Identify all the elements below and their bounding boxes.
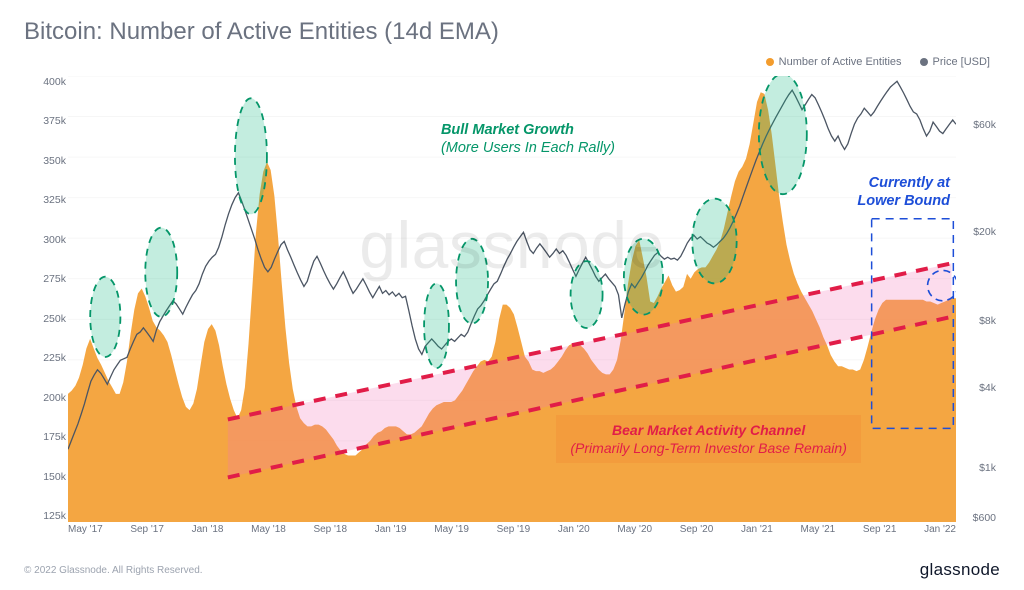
y-right-tick: $600: [973, 512, 996, 524]
x-tick: Sep '19: [497, 524, 531, 544]
copyright: © 2022 Glassnode. All Rights Reserved.: [24, 565, 203, 576]
y-axis-right: $60k $20k $8k $4k $1k $600: [960, 76, 1000, 522]
x-tick: Jan '22: [924, 524, 956, 544]
legend-label: Price [USD]: [933, 56, 990, 68]
y-left-tick: 225k: [24, 352, 66, 364]
x-tick: Jan '20: [558, 524, 590, 544]
x-axis: May '17 Sep '17 Jan '18 May '18 Sep '18 Jan '…: [68, 524, 956, 544]
y-right-tick: $20k: [973, 226, 996, 238]
y-left-tick: 375k: [24, 115, 66, 127]
x-tick: Sep '20: [680, 524, 714, 544]
x-tick: May '21: [801, 524, 836, 544]
annotation-current: Currently at Lower Bound: [857, 174, 950, 210]
legend-label: Number of Active Entities: [779, 56, 902, 68]
x-tick: Jan '18: [192, 524, 224, 544]
x-tick: Jan '21: [741, 524, 773, 544]
y-right-tick: $8k: [979, 315, 996, 327]
legend-dot-icon: [766, 58, 774, 66]
x-tick: May '19: [434, 524, 469, 544]
annotation-sub: Lower Bound: [857, 192, 950, 210]
y-left-tick: 325k: [24, 194, 66, 206]
y-left-tick: 125k: [24, 510, 66, 522]
x-tick: Sep '21: [863, 524, 897, 544]
legend-item-price: Price [USD]: [920, 56, 990, 68]
y-left-tick: 200k: [24, 392, 66, 404]
plot-area: glassnode Bull Market Growth (More Users…: [68, 76, 956, 522]
annotation-bear-channel: Bear Market Activity Channel (Primarily …: [556, 415, 860, 463]
y-right-tick: $1k: [979, 462, 996, 474]
x-tick: May '20: [617, 524, 652, 544]
chart-title: Bitcoin: Number of Active Entities (14d …: [24, 18, 1000, 46]
y-left-tick: 275k: [24, 273, 66, 285]
x-tick: Sep '18: [313, 524, 347, 544]
y-right-tick: $4k: [979, 382, 996, 394]
annotation-title: Currently at: [857, 174, 950, 192]
y-left-tick: 175k: [24, 431, 66, 443]
plot-wrapper: 400k 375k 350k 325k 300k 275k 250k 225k 200k 175k…: [24, 72, 1000, 544]
y-left-tick: 400k: [24, 76, 66, 88]
y-axis-left: 400k 375k 350k 325k 300k 275k 250k 225k 200k 175k…: [24, 76, 66, 522]
y-left-tick: 150k: [24, 471, 66, 483]
annotation-sub: (Primarily Long-Term Investor Base Remai…: [570, 439, 846, 457]
annotation-sub: (More Users In Each Rally): [441, 139, 615, 157]
legend-item-entities: Number of Active Entities: [766, 56, 902, 68]
x-tick: Sep '17: [130, 524, 164, 544]
legend-dot-icon: [920, 58, 928, 66]
x-tick: Jan '19: [375, 524, 407, 544]
annotation-bull-market: Bull Market Growth (More Users In Each R…: [441, 121, 615, 157]
x-tick: May '18: [251, 524, 286, 544]
annotation-title: Bull Market Growth: [441, 121, 615, 139]
y-left-tick: 250k: [24, 313, 66, 325]
brand-logo: glassnode: [920, 560, 1000, 580]
annotation-title: Bear Market Activity Channel: [570, 421, 846, 439]
y-left-tick: 350k: [24, 155, 66, 167]
y-right-tick: $60k: [973, 119, 996, 131]
legend: Number of Active Entities Price [USD]: [24, 56, 1000, 68]
y-left-tick: 300k: [24, 234, 66, 246]
x-tick: May '17: [68, 524, 103, 544]
